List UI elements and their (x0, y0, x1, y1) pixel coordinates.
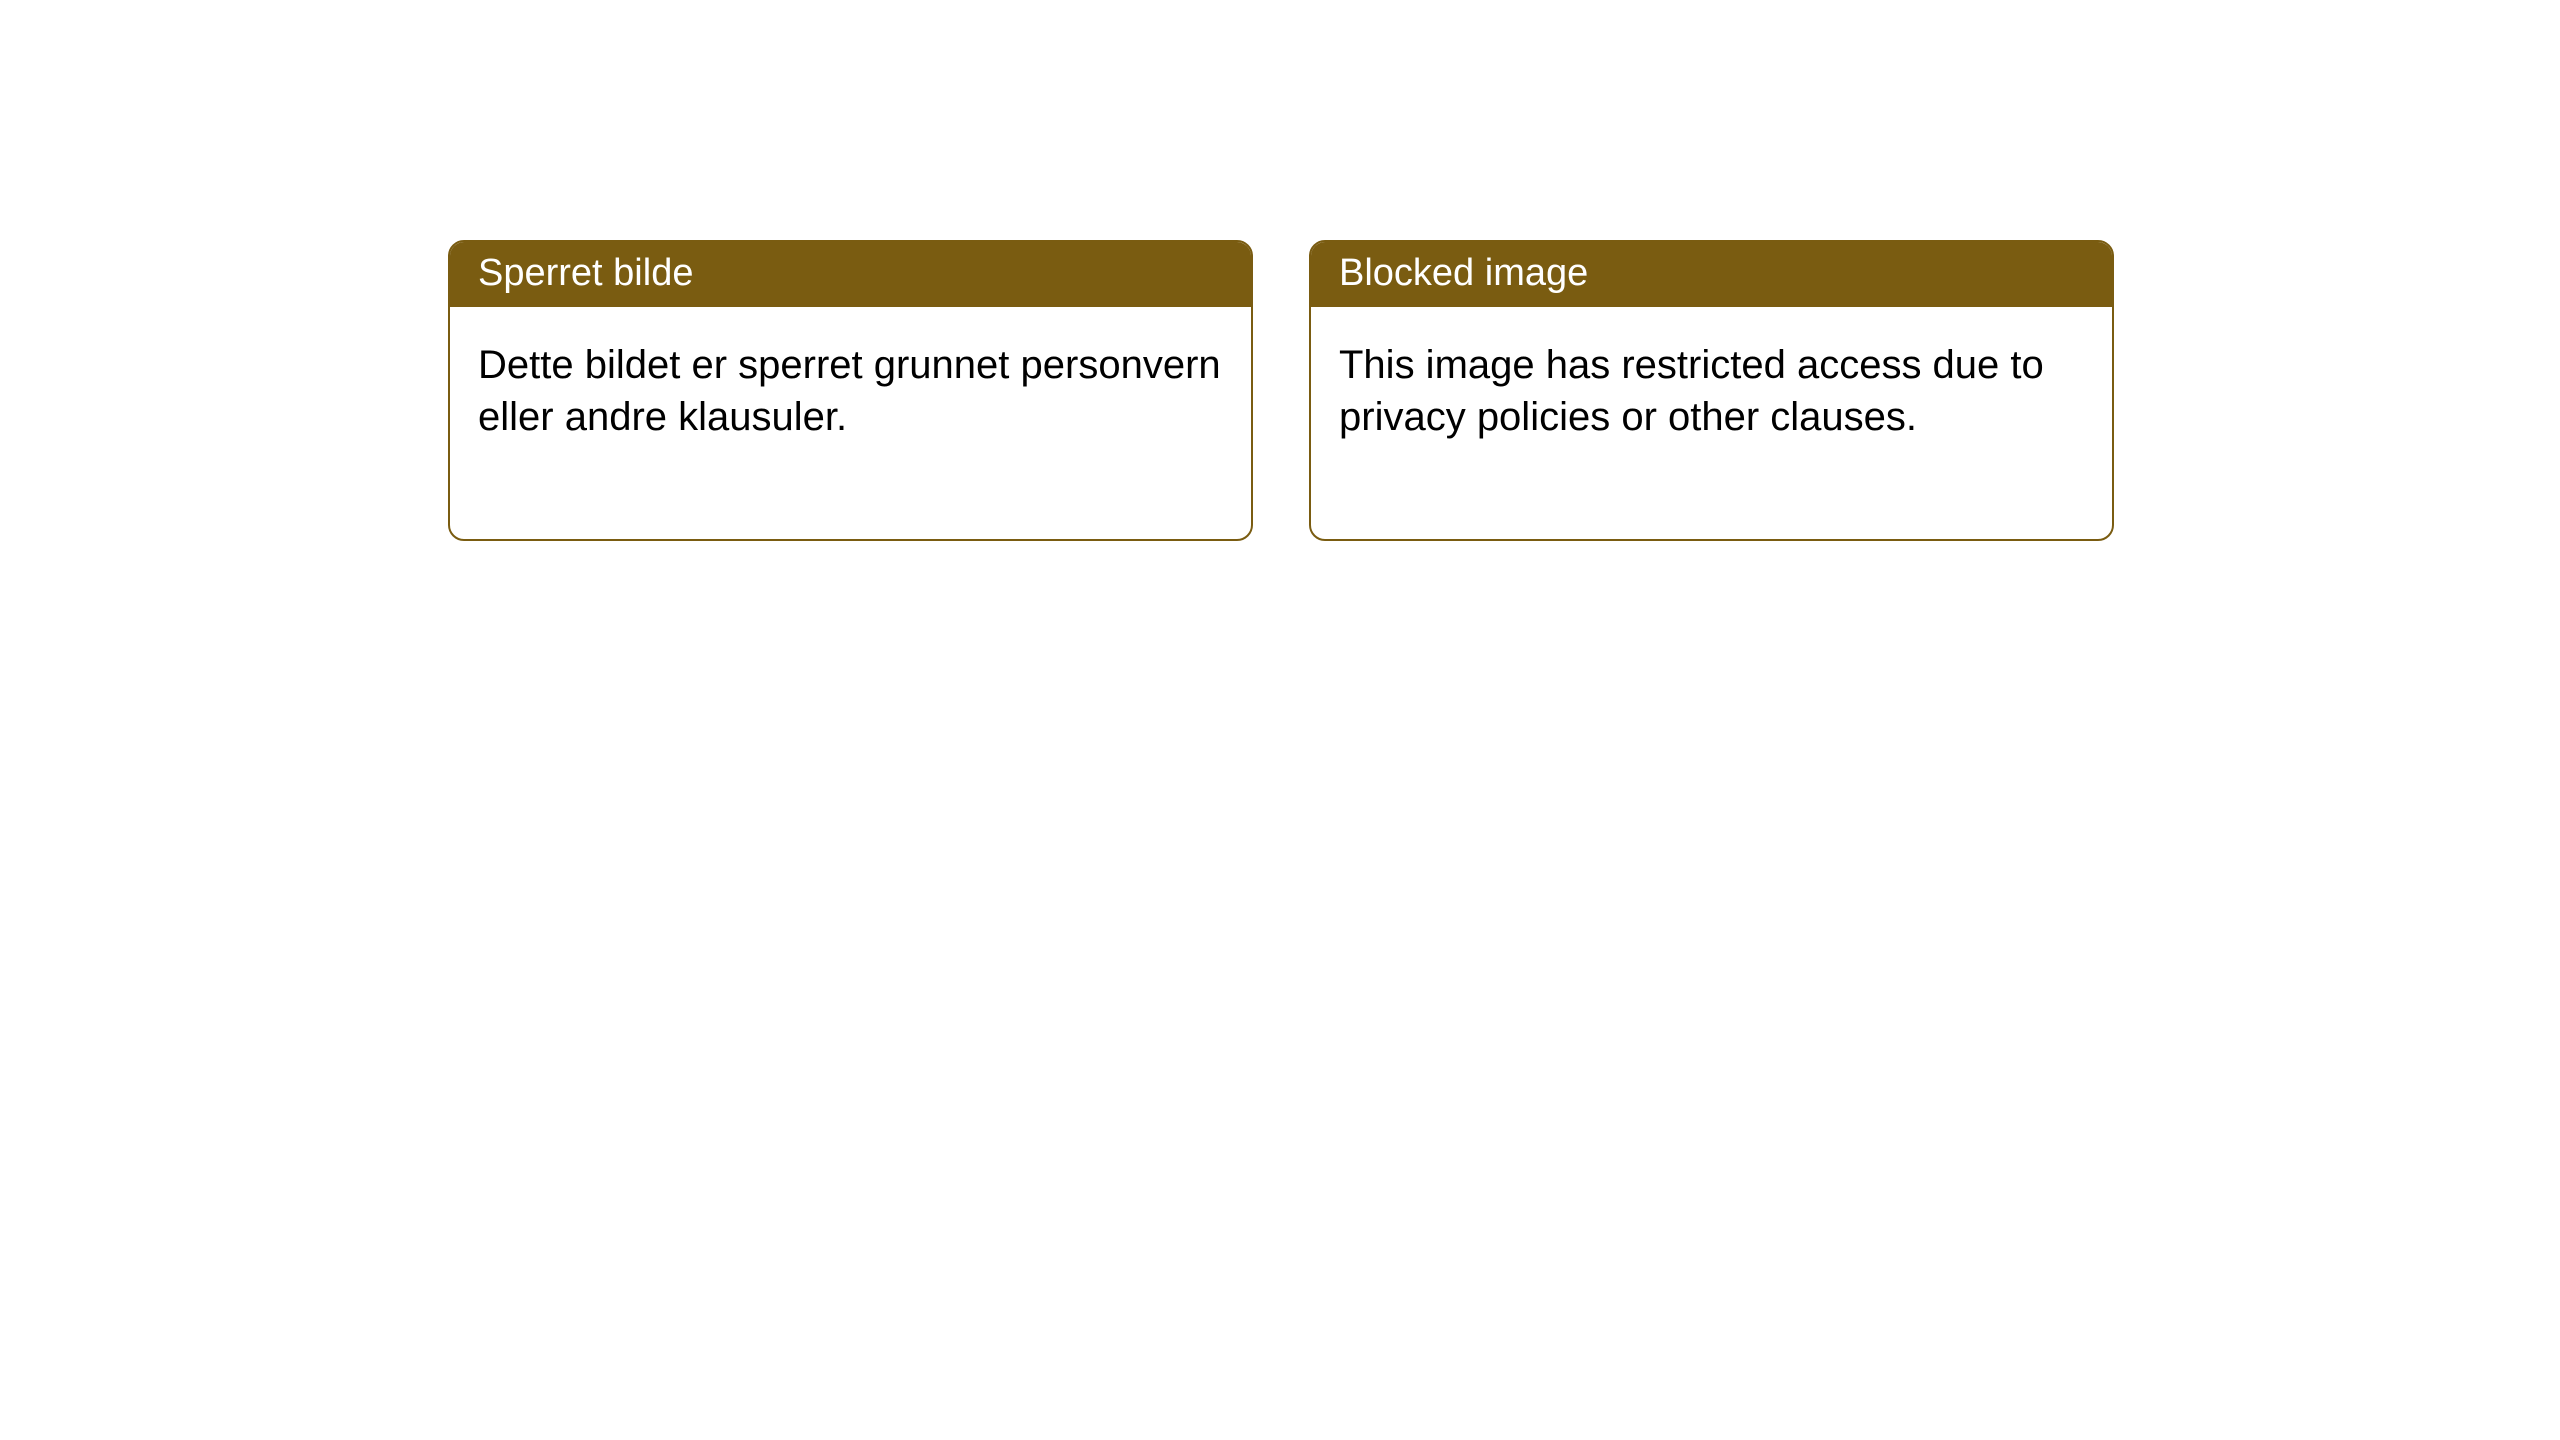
notice-header: Sperret bilde (450, 242, 1251, 307)
notice-card-norwegian: Sperret bilde Dette bildet er sperret gr… (448, 240, 1253, 541)
notice-body: Dette bildet er sperret grunnet personve… (450, 307, 1251, 539)
notice-container: Sperret bilde Dette bildet er sperret gr… (448, 240, 2560, 541)
notice-header: Blocked image (1311, 242, 2112, 307)
notice-body: This image has restricted access due to … (1311, 307, 2112, 539)
notice-card-english: Blocked image This image has restricted … (1309, 240, 2114, 541)
